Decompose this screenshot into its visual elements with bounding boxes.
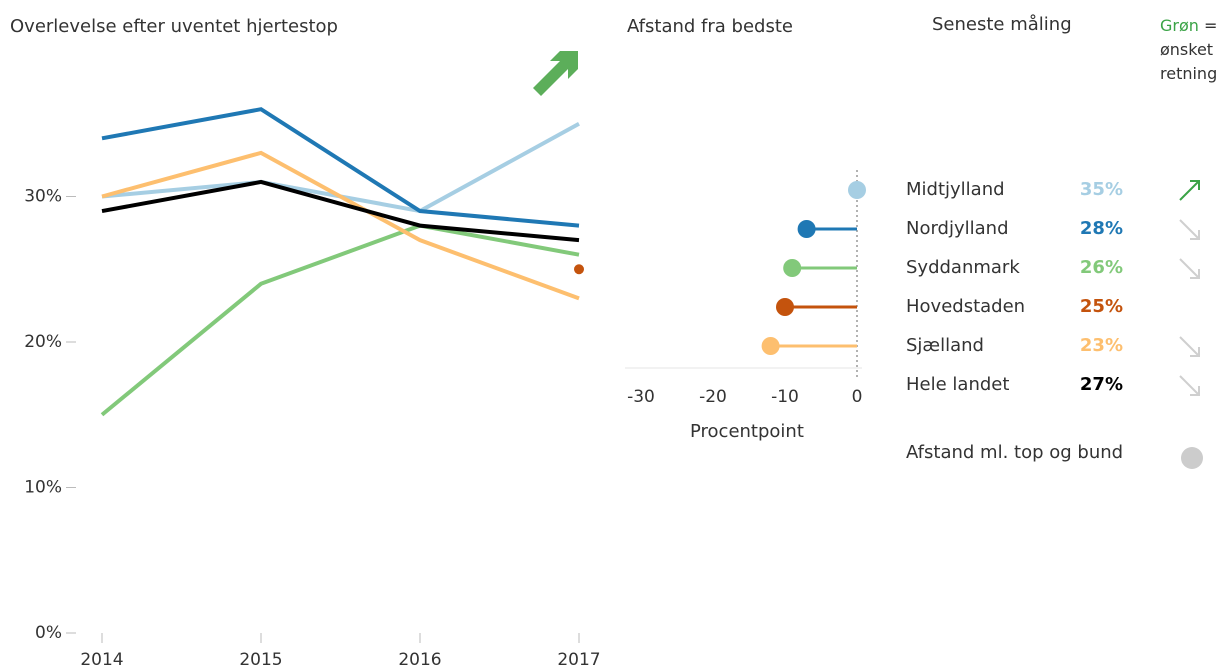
x-tick-label: 2014 [80,650,123,670]
row-name: Nordjylland [906,218,1009,239]
row-value: 35% [1080,179,1123,200]
dot [848,181,866,199]
x-tick-label: -20 [699,387,727,407]
table-title: Seneste måling [932,14,1072,35]
x-tick-label: -30 [627,387,655,407]
y-tick-label: 30% [24,187,62,207]
trend-arrow [1179,219,1200,240]
note-text: = ønsket retning [1160,16,1218,83]
note-keyword: Grøn [1160,16,1199,35]
row-name: Midtjylland [906,179,1005,200]
row-value: 25% [1080,296,1123,317]
dot [797,220,816,238]
x-tick-label: 2016 [398,650,441,670]
trend-icon [533,51,578,96]
point [574,264,584,275]
line [101,107,580,228]
x-tick-label: 0 [852,387,863,407]
row-name: Hovedstaden [906,296,1025,317]
y-tick-label: 0% [35,623,62,643]
row-value: 27% [1080,374,1123,395]
row-name: Syddanmark [906,257,1020,278]
row-value: 23% [1080,335,1123,356]
dot [761,337,780,355]
x-tick-label: 2015 [239,650,282,670]
trend-arrow [1179,180,1200,201]
line [101,179,580,243]
trend-arrow [1179,258,1200,279]
dot [776,298,794,316]
trend-arrow [1179,375,1200,396]
legend-note: Grøn = ønsket retning [1160,14,1230,86]
line [100,223,580,417]
trend-arrow [1179,336,1200,357]
chart-title: Overlevelse efter uventet hjertestop [10,16,338,37]
row-name: Sjælland [906,335,984,356]
row-value: 26% [1080,257,1123,278]
row-name: Hele landet [906,374,1009,395]
y-tick-label: 20% [24,332,62,352]
x-tick-label: -10 [771,387,799,407]
dot [783,259,802,277]
line [101,150,580,301]
chart-title: Afstand fra bedste [627,16,793,37]
row-value: 28% [1080,218,1123,239]
x-axis-label: Procentpoint [690,421,804,442]
footnote-dot [1181,447,1203,469]
y-tick-label: 10% [24,478,62,498]
x-tick-label: 2017 [557,650,600,670]
footnote: Afstand ml. top og bund [906,442,1123,463]
